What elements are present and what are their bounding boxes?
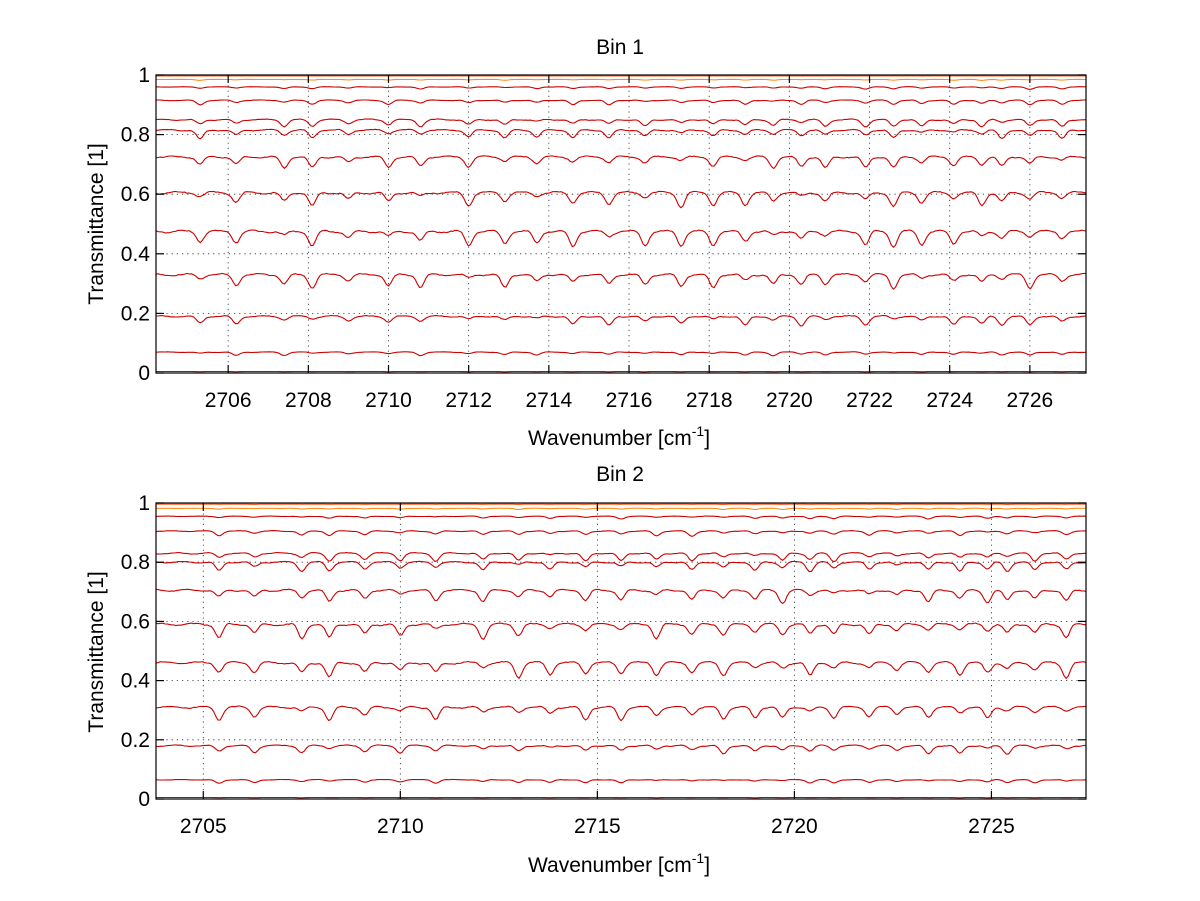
x-tick-label: 2710 bbox=[377, 815, 424, 838]
spectrum-level-11 bbox=[155, 86, 1086, 90]
x-tick-label: 2725 bbox=[968, 815, 1015, 838]
spectrum-level-6 bbox=[155, 190, 1087, 209]
spectrum-level-4 bbox=[155, 272, 1087, 290]
spectrum-level-5 bbox=[155, 660, 1087, 679]
x-tick-label: 2716 bbox=[606, 389, 653, 412]
bin-2-xlabel: Wavenumber [cm-1] bbox=[528, 850, 710, 877]
spectrum-level-8 bbox=[155, 128, 1087, 140]
bin-2-title: Bin 2 bbox=[596, 463, 644, 486]
y-tick-label: 0 bbox=[138, 362, 150, 385]
y-tick-label: 0.6 bbox=[121, 610, 150, 633]
spectrum-level-3 bbox=[155, 744, 1087, 755]
y-tick-label: 0.4 bbox=[121, 243, 151, 266]
x-tick-label: 2720 bbox=[766, 389, 813, 412]
y-tick-label: 1 bbox=[138, 492, 150, 515]
bin-2-ylabel: Transmittance [1] bbox=[85, 571, 108, 732]
y-tick-label: 1 bbox=[138, 64, 150, 87]
x-tick-label: 2726 bbox=[1007, 389, 1054, 412]
spectrum-level-8 bbox=[155, 560, 1087, 573]
bin-2-panel: Bin 2 2705 2710 2715 2720 2725 0 0.2 0.4 0.6 0.8 1… bbox=[85, 463, 1087, 877]
bin-1-axes-frame bbox=[155, 74, 1087, 374]
y-tick-label: 0.4 bbox=[121, 670, 151, 693]
spectrum-level-5 bbox=[155, 229, 1087, 248]
x-tick-label: 2712 bbox=[445, 389, 492, 412]
bin-1-ylabel: Transmittance [1] bbox=[85, 143, 108, 304]
bin-1-panel: Bin 1 2706 2708 2710 2712 2714 2716 2718 2720 27… bbox=[85, 36, 1087, 450]
bin-2-ticks: 2705 2710 2715 2720 2725 0 0.2 0.4 0.6 0.8 1 bbox=[121, 492, 1086, 838]
bin-1-grid bbox=[156, 75, 1086, 373]
spectrum-level-11 bbox=[156, 515, 1087, 520]
x-tick-label: 2724 bbox=[926, 389, 973, 412]
spectrum-level-9 bbox=[155, 551, 1086, 563]
spectrum-level-7 bbox=[155, 155, 1087, 170]
bin-1-title: Bin 1 bbox=[596, 36, 644, 59]
spectrum-level-10 bbox=[155, 530, 1087, 537]
spectrum-level-4 bbox=[155, 705, 1087, 722]
x-tick-label: 2718 bbox=[686, 389, 733, 412]
y-tick-label: 0.2 bbox=[121, 729, 150, 752]
bin-2-grid bbox=[156, 503, 1086, 799]
x-tick-label: 2720 bbox=[771, 815, 818, 838]
y-tick-label: 0.2 bbox=[121, 302, 150, 325]
spectrum-level-12 bbox=[156, 507, 1086, 511]
bin-2-series-group bbox=[155, 503, 1087, 799]
y-tick-label: 0 bbox=[138, 788, 150, 811]
bin-1-series-group bbox=[155, 75, 1087, 373]
x-tick-label: 2706 bbox=[205, 389, 252, 412]
x-tick-label: 2715 bbox=[574, 815, 621, 838]
y-tick-label: 0.6 bbox=[121, 183, 150, 206]
bin-2-axes-frame bbox=[155, 502, 1087, 800]
y-tick-label: 0.8 bbox=[121, 551, 150, 574]
x-tick-label: 2722 bbox=[846, 389, 893, 412]
y-tick-label: 0.8 bbox=[121, 124, 150, 147]
bin-1-ticks: 2706 2708 2710 2712 2714 2716 2718 2720 2722 2724… bbox=[121, 64, 1086, 412]
spectrum-level-9 bbox=[155, 118, 1087, 128]
x-tick-label: 2710 bbox=[365, 389, 412, 412]
spectrum-level-2 bbox=[155, 778, 1087, 784]
spectrum-level-12 bbox=[156, 78, 1086, 81]
spectrum-level-3 bbox=[156, 314, 1087, 327]
spectrum-level-2 bbox=[155, 351, 1087, 357]
x-tick-label: 2708 bbox=[285, 389, 332, 412]
x-tick-label: 2714 bbox=[525, 389, 572, 412]
spectrum-level-7 bbox=[155, 588, 1087, 605]
spectrum-level-6 bbox=[155, 622, 1087, 640]
x-tick-label: 2705 bbox=[180, 815, 227, 838]
bin-1-xlabel: Wavenumber [cm-1] bbox=[528, 423, 710, 450]
spectrum-level-10 bbox=[155, 99, 1087, 106]
